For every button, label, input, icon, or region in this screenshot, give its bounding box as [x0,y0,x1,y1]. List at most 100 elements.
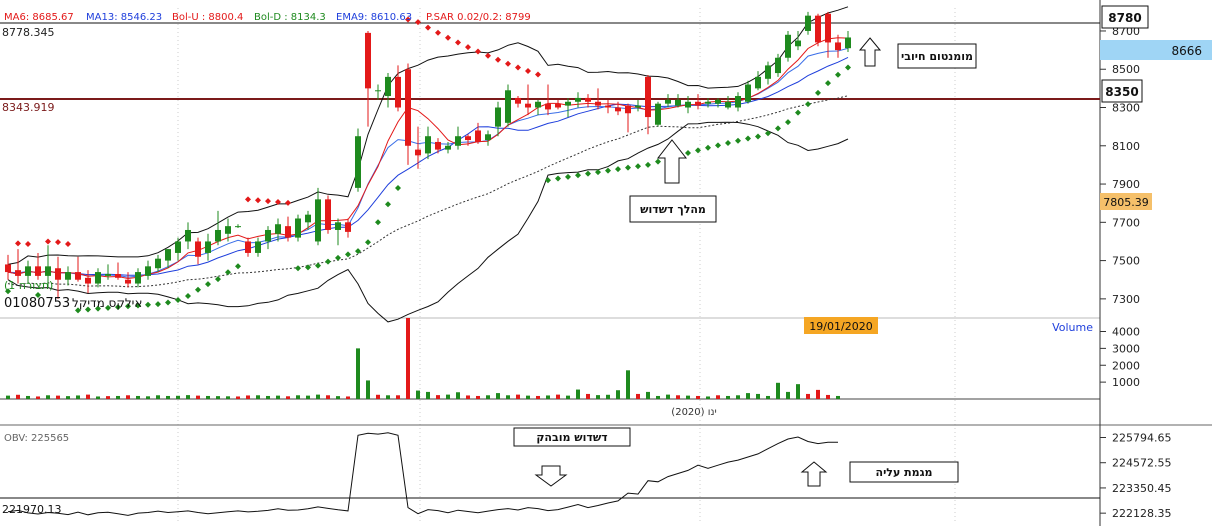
instrument-name: אילקס מדיקל [72,296,142,310]
parabolic-sar [5,16,851,314]
obv-path [7,432,839,516]
psar-dot [605,167,611,174]
psar-dot [835,71,841,78]
bol-d-label: Bol-D : 8134.3 [254,12,326,23]
volume-tick-label: 3000 [1112,342,1140,355]
volume-bar [86,394,90,399]
candle-body [245,241,251,253]
candle-body [505,90,511,123]
psar-dot [125,303,131,310]
volume-bar [556,394,560,399]
candle-body [655,103,661,125]
psar-dot [145,301,151,308]
candle-body [115,273,121,278]
obv-left-value: 221970.13 [2,503,62,516]
marker-label: 7805.39 [1103,196,1149,209]
volume-bar [96,396,100,399]
psar-dot [485,52,491,59]
psar-dot [135,302,141,309]
volume-bar [346,396,350,399]
volume-bar [116,395,120,399]
candle-body [515,97,521,104]
psar-dot [685,150,691,157]
candle-body [445,145,451,150]
volume-bar [436,395,440,399]
volume-bar [826,394,830,399]
candle-body [465,136,471,141]
psar-dot [345,251,351,258]
candle-body [425,136,431,154]
psar-dot [165,299,171,306]
candle-body [575,97,581,102]
psar-dot [195,286,201,293]
current-price-badge [1100,40,1212,60]
volume-bar [406,318,410,399]
candle-body [145,266,151,276]
candle-body [815,15,821,43]
candle-body [175,241,181,253]
ma13-line [7,56,849,276]
psar-dot [705,144,711,151]
volume-bar [836,395,840,399]
price-tick-label: 8500 [1112,63,1140,76]
volume-bar [706,396,710,399]
volume-bar [636,393,640,399]
volume-bar [596,395,600,399]
up-arrow-icon [656,139,688,184]
volume-bar [546,395,550,399]
psar-dot [645,161,651,168]
volume-bar [186,395,190,399]
volume-bar [646,391,650,399]
volume-bar [516,394,520,399]
x-axis-month-label: ינו (2020) [671,407,716,418]
candle-body [105,273,111,276]
psar-dot [55,239,61,246]
volume-bar [526,395,530,399]
volume-bar [286,396,290,399]
psar-dot [735,137,741,144]
volume-bar [576,389,580,399]
candle-body [375,90,381,92]
candle-body [775,57,781,74]
volume-bars [6,318,840,399]
volume-bar [626,370,630,399]
psar-dot [565,173,571,180]
volume-bar [226,396,230,399]
psar-dot [805,101,811,108]
volume-bar [656,395,660,399]
bollinger-upper [7,6,849,265]
candle-body [715,99,721,104]
candle-body [595,101,601,106]
volume-bar [326,395,330,399]
ma6-label: MA6: 8685.67 [4,12,74,23]
volume-bar [606,394,610,399]
volume-bar [536,395,540,399]
volume-bar [306,395,310,399]
current-price-label: 8666 [1171,44,1202,58]
volume-bar [126,395,130,399]
candle-body [95,272,101,284]
psar-dot [25,240,31,247]
psar-dot [725,139,731,146]
volume-bar [216,396,220,399]
psar-dot [635,163,641,170]
candle-body [685,101,691,108]
psar-dot [105,304,111,311]
psar-dot [515,64,521,71]
psar-dot [495,56,501,63]
candle-body [25,266,31,276]
candle-body [55,268,61,280]
candle-body [45,266,51,276]
psar-dot [615,166,621,173]
candle-body [5,264,11,273]
volume-bar [366,380,370,399]
down-arrow-icon [534,465,568,487]
psar-label: P.SAR 0.02/0.2: 8799 [426,12,531,23]
support-label-box [1101,79,1143,103]
psar-dot [215,276,221,283]
candle-body [765,65,771,79]
ema9-line [7,47,849,278]
volume-bar [696,395,700,399]
psar-dot [595,169,601,176]
